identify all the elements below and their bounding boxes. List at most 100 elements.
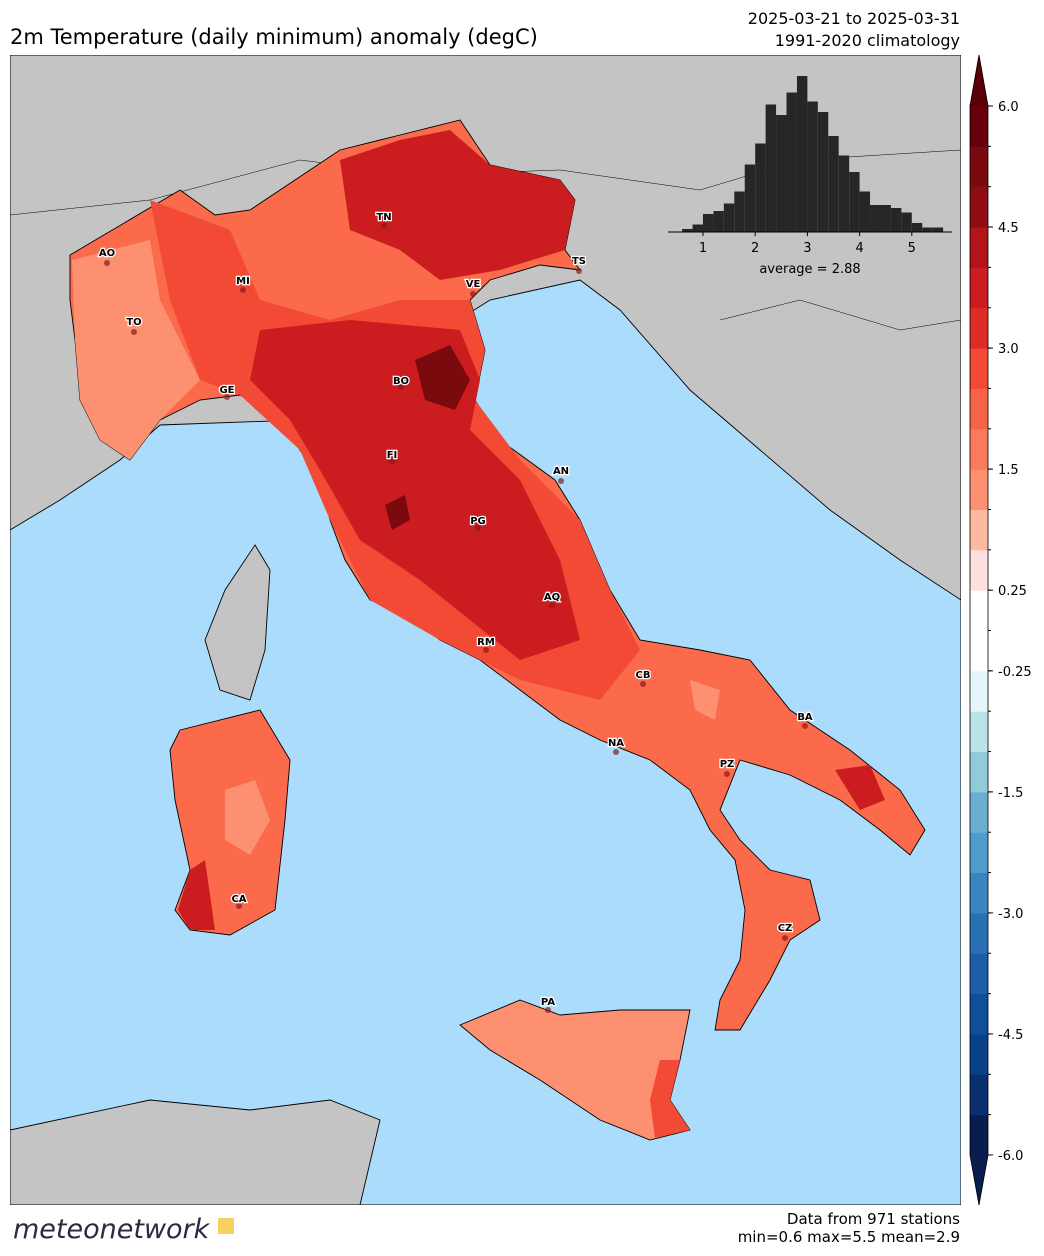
colorbar-tick-label: -6.0 <box>998 1149 1023 1164</box>
histogram-bar <box>734 191 745 232</box>
city-label: MI <box>236 276 250 287</box>
colorbar-tick-label: 6.0 <box>998 100 1019 115</box>
colorbar-tick-label: 3.0 <box>998 342 1019 357</box>
land-north <box>10 55 961 601</box>
histogram-annotation: average = 2.88 <box>759 262 860 277</box>
histogram-bar <box>922 227 933 232</box>
colorbar-extend-high <box>970 55 988 106</box>
colorbar-block <box>970 307 988 349</box>
colorbar-block <box>970 630 988 672</box>
histogram-bar <box>807 101 818 232</box>
colorbar-block <box>970 186 988 228</box>
histogram-bar <box>901 212 912 232</box>
anomaly-zone <box>650 1060 690 1138</box>
anomaly-zone <box>225 780 270 855</box>
city-label: CB <box>636 670 651 681</box>
colorbar-block <box>970 872 988 914</box>
colorbar-block <box>970 912 988 954</box>
colorbar-block <box>970 590 988 631</box>
histogram-bar <box>776 115 787 232</box>
city-label: RM <box>477 637 495 648</box>
logo-square <box>218 1218 234 1234</box>
colorbar-extend-low <box>970 1155 988 1205</box>
city-label: PA <box>541 997 555 1008</box>
histogram-bar <box>765 104 777 232</box>
x-tick-label: 5 <box>908 241 916 256</box>
city-label: PZ <box>720 759 735 770</box>
colorbar-block <box>970 1033 988 1075</box>
city-dot <box>613 749 619 755</box>
colorbar-block <box>970 953 988 995</box>
histogram-bar <box>723 203 735 232</box>
city-dot <box>389 459 395 465</box>
period: 2025-03-21 to 2025-03-31 <box>748 9 960 28</box>
histogram-bar <box>817 112 829 232</box>
city-dot <box>558 478 564 484</box>
climatology: 1991-2020 climatology <box>775 31 960 50</box>
histogram-bar <box>702 214 714 232</box>
city-label: BO <box>393 376 409 387</box>
anomaly-zone <box>250 320 580 660</box>
colorbar-tick-label: 4.5 <box>998 221 1019 236</box>
histogram-bar <box>911 223 923 232</box>
city-dot <box>475 525 481 531</box>
anomaly-zone <box>690 680 720 720</box>
footer-stations: Data from 971 stations <box>787 1210 960 1228</box>
histogram-bar <box>692 224 703 232</box>
city-label: CZ <box>778 923 793 934</box>
city-label: AN <box>553 466 569 477</box>
city-dot <box>483 647 489 653</box>
histogram-bar <box>838 155 850 232</box>
city-dot <box>802 723 808 729</box>
city-dot <box>549 603 555 609</box>
city-dot <box>640 681 646 687</box>
city-label: AO <box>99 248 115 259</box>
city-dot <box>470 291 476 297</box>
map-title: 2m Temperature (daily minimum) anomaly (… <box>10 25 538 49</box>
city-dot <box>381 223 387 229</box>
anomaly-zone <box>340 130 575 280</box>
colorbar-block <box>970 106 988 147</box>
city-dot <box>782 935 788 941</box>
colorbar-tick-label: 1.5 <box>998 463 1019 478</box>
colorbar-tick-label: -0.25 <box>998 665 1032 680</box>
land-africa <box>10 1099 381 1205</box>
city-label: TN <box>376 212 391 223</box>
colorbar-block <box>970 227 988 268</box>
city-dot <box>576 268 582 274</box>
footer-stats: min=0.6 max=5.5 mean=2.9 <box>738 1228 960 1246</box>
colorbar-block <box>970 670 988 712</box>
colorbar-block <box>970 751 988 793</box>
colorbar-block <box>970 1114 988 1156</box>
city-dot <box>545 1007 551 1013</box>
histogram-bar <box>755 143 766 232</box>
city-dot <box>724 771 730 777</box>
colorbar-block <box>970 711 988 753</box>
colorbar-tick-label: 0.25 <box>998 584 1027 599</box>
colorbar-tick-label: -4.5 <box>998 1028 1023 1043</box>
histogram-bar <box>796 76 808 232</box>
histogram-bar <box>713 211 724 232</box>
colorbar-block <box>970 348 988 389</box>
city-dot <box>224 394 230 400</box>
colorbar-tick-label: -3.0 <box>998 907 1023 922</box>
city-dot <box>398 384 404 390</box>
border <box>719 299 961 331</box>
x-tick-label: 4 <box>855 241 863 256</box>
histogram-bar <box>828 136 839 232</box>
histogram-bar <box>682 229 693 232</box>
city-label: TS <box>572 256 586 267</box>
x-tick-label: 3 <box>803 241 811 256</box>
colorbar-block <box>970 509 988 551</box>
anomaly-zone <box>385 495 410 530</box>
colorbar-block <box>970 832 988 874</box>
histogram-bar <box>859 191 871 232</box>
histogram-bar <box>870 205 881 232</box>
anomaly-zone <box>835 765 885 810</box>
city-label: TO <box>126 317 141 328</box>
colorbar-block <box>970 388 988 430</box>
anomaly-zone <box>178 860 215 930</box>
histogram-bar <box>786 92 797 232</box>
histogram-bar <box>890 208 902 232</box>
